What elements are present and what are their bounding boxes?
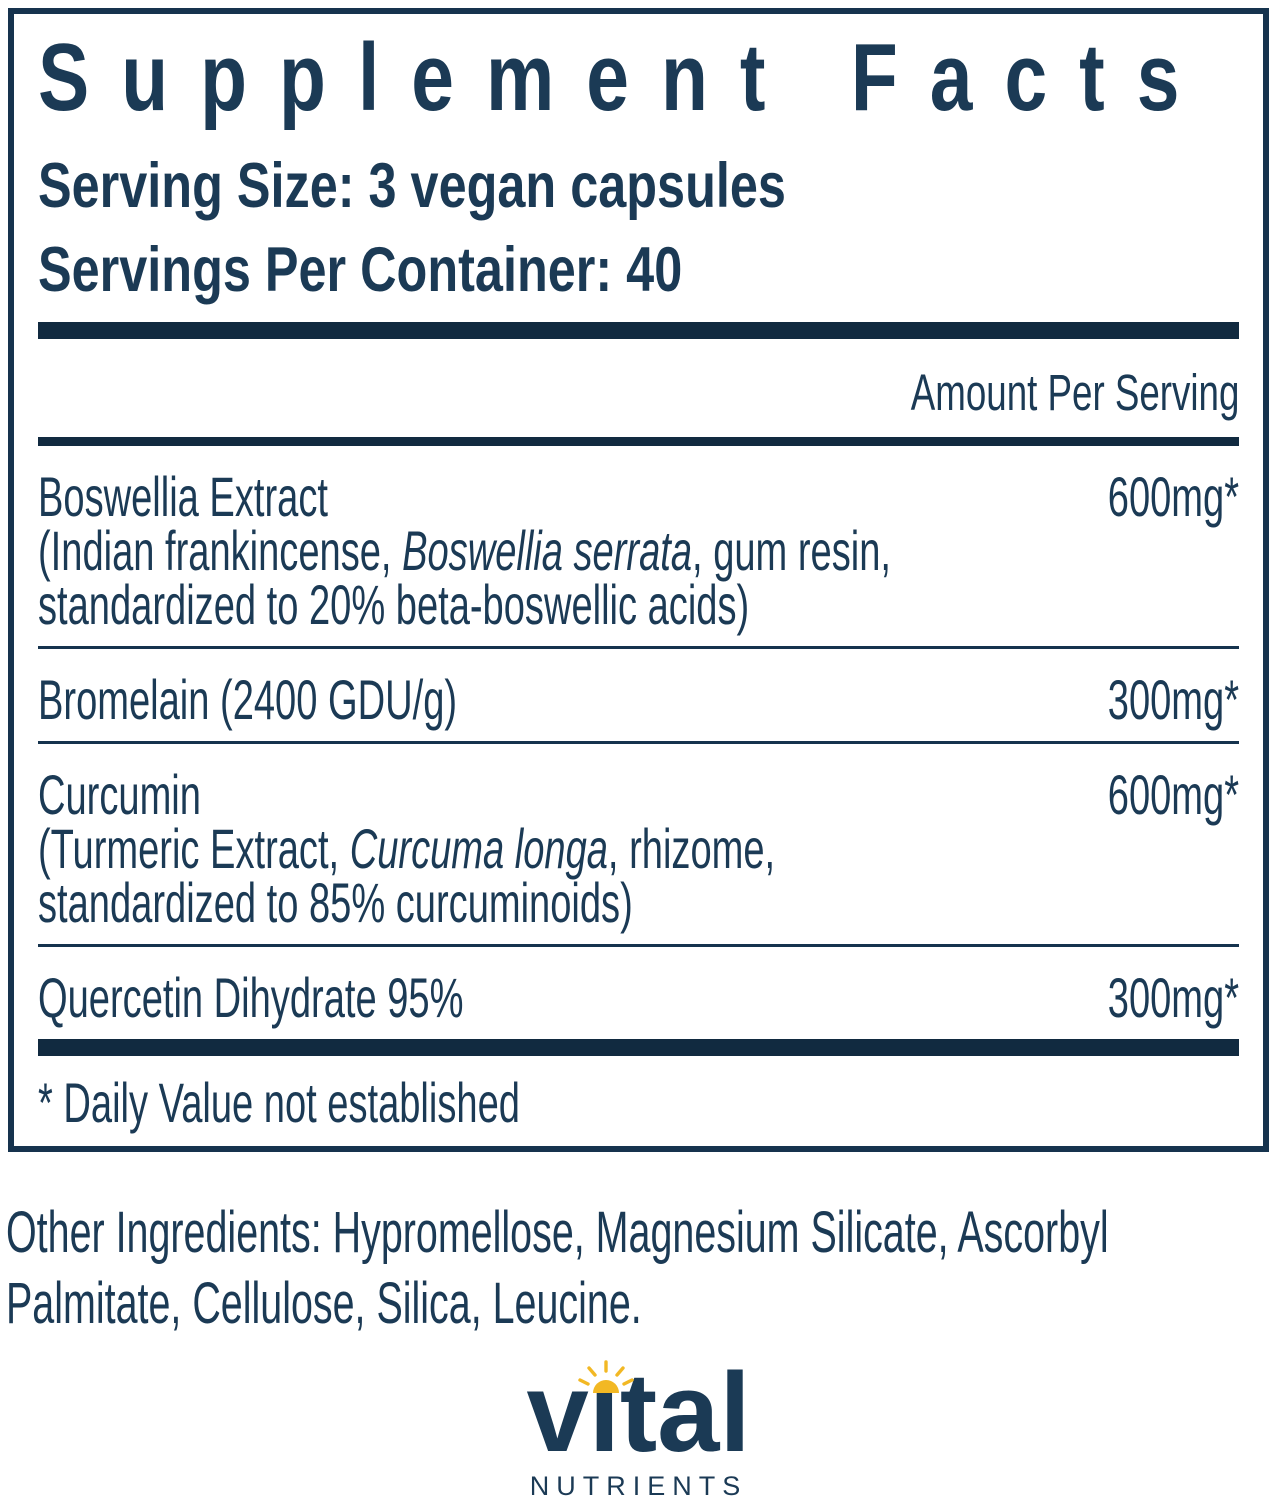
ingredient-row-curcumin: Curcumin 600mg* (Turmeric Extract, Curcu… [38, 741, 1239, 944]
ingredient-amount: 300mg* [1107, 966, 1239, 1030]
botanical-name-italic: Boswellia serrata [402, 519, 693, 583]
ingredient-name: Bromelain (2400 GDU/g) [38, 668, 458, 732]
ingredient-name: Quercetin Dihydrate 95% [38, 966, 464, 1030]
botanical-name-italic: Curcuma longa [349, 817, 608, 881]
rule-thick-top [38, 322, 1239, 340]
rule-medium-under-header [38, 437, 1239, 447]
ingredient-row-bromelain: Bromelain (2400 GDU/g) 300mg* [38, 646, 1239, 741]
ingredient-detail-line2: standardized to 20% beta-boswellic acids… [38, 573, 750, 637]
ingredient-name: Curcumin [38, 763, 201, 827]
ingredient-detail-line1: (Indian frankincense, Boswellia serrata,… [38, 519, 891, 583]
supplement-facts-title-text: Supplement Facts [38, 24, 1212, 131]
other-ingredients-line1: Other Ingredients: Hypromellose, Magnesi… [6, 1200, 1109, 1266]
ingredient-name: Boswellia Extract [38, 465, 328, 529]
supplement-facts-panel: Supplement Facts Serving Size: 3 vegan c… [8, 8, 1269, 1153]
sun-icon [578, 1360, 635, 1393]
wordmark-v: v [526, 1349, 589, 1475]
supplement-label-page: Supplement Facts Serving Size: 3 vegan c… [0, 8, 1277, 1502]
ingredient-amount: 600mg* [1107, 763, 1239, 827]
brand-subword: NUTRIENTS [529, 1470, 748, 1501]
serving-size-line: Serving Size: 3 vegan capsules [38, 150, 786, 221]
wordmark-rest: tal [619, 1349, 751, 1475]
daily-value-footnote: * Daily Value not established [38, 1071, 520, 1135]
supplement-facts-title: Supplement Facts [38, 24, 1239, 131]
other-ingredients-line2: Palmitate, Cellulose, Silica, Leucine. [6, 1270, 642, 1336]
amount-per-serving-header: Amount Per Serving [910, 364, 1239, 422]
ingredient-amount: 600mg* [1107, 465, 1239, 529]
ingredient-row-quercetin: Quercetin Dihydrate 95% 300mg* [38, 944, 1239, 1039]
servings-per-container-line: Servings Per Container: 40 [38, 234, 683, 305]
serving-info: Serving Size: 3 vegan capsules Servings … [38, 145, 1239, 313]
brand-wordmark: vıtal [526, 1356, 750, 1469]
ingredient-detail-line1: (Turmeric Extract, Curcuma longa, rhizom… [38, 817, 776, 881]
brand-logo: vıtal NUTRIENTS [0, 1356, 1277, 1502]
ingredient-detail-line2: standardized to 85% curcuminoids) [38, 871, 633, 935]
ingredient-row-boswellia: Boswellia Extract 600mg* (Indian frankin… [38, 446, 1239, 646]
other-ingredients-paragraph: Other Ingredients: Hypromellose, Magnesi… [6, 1198, 1277, 1338]
rule-thick-bottom [38, 1039, 1239, 1057]
ingredient-amount: 300mg* [1107, 668, 1239, 732]
